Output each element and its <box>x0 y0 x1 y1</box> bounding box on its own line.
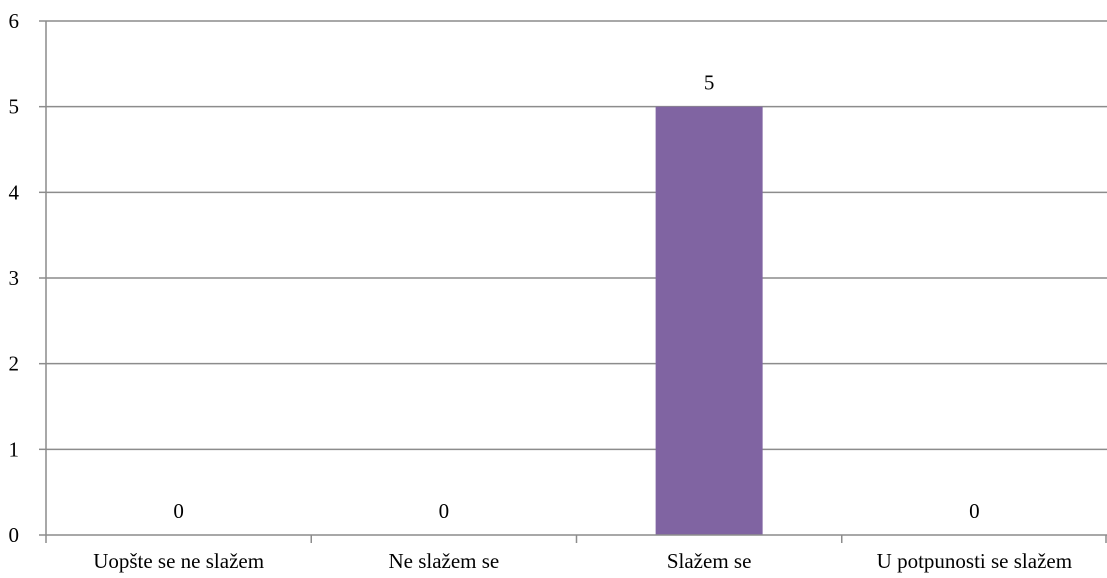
data-label-3: 0 <box>969 499 980 523</box>
y-tick-label-4: 4 <box>9 180 20 204</box>
y-axis-tick-labels: 0 1 2 3 4 5 6 <box>9 9 20 547</box>
y-tick-label-0: 0 <box>9 523 20 547</box>
data-label-1: 0 <box>439 499 450 523</box>
y-tick-label-3: 3 <box>9 266 20 290</box>
x-tick-label-3: U potpunosti se slažem <box>877 549 1072 573</box>
axes <box>39 20 1107 543</box>
y-tick-label-6: 6 <box>9 9 20 33</box>
x-tick-label-0: Uopšte se ne slažem <box>93 549 264 573</box>
gridlines <box>46 20 1107 451</box>
y-tick-label-5: 5 <box>9 95 20 119</box>
bar-2 <box>655 106 763 536</box>
data-label-0: 0 <box>173 499 184 523</box>
y-tick-label-2: 2 <box>9 352 20 376</box>
x-tick-label-1: Ne slažem se <box>388 549 499 573</box>
x-tick-label-2: Slažem se <box>667 549 752 573</box>
x-axis-tick-labels: Uopšte se ne slažem Ne slažem se Slažem se… <box>93 549 1072 573</box>
data-label-2: 5 <box>704 71 715 95</box>
bars <box>655 106 763 536</box>
y-tick-label-1: 1 <box>9 437 20 461</box>
data-labels: 0 0 5 0 <box>173 71 979 523</box>
